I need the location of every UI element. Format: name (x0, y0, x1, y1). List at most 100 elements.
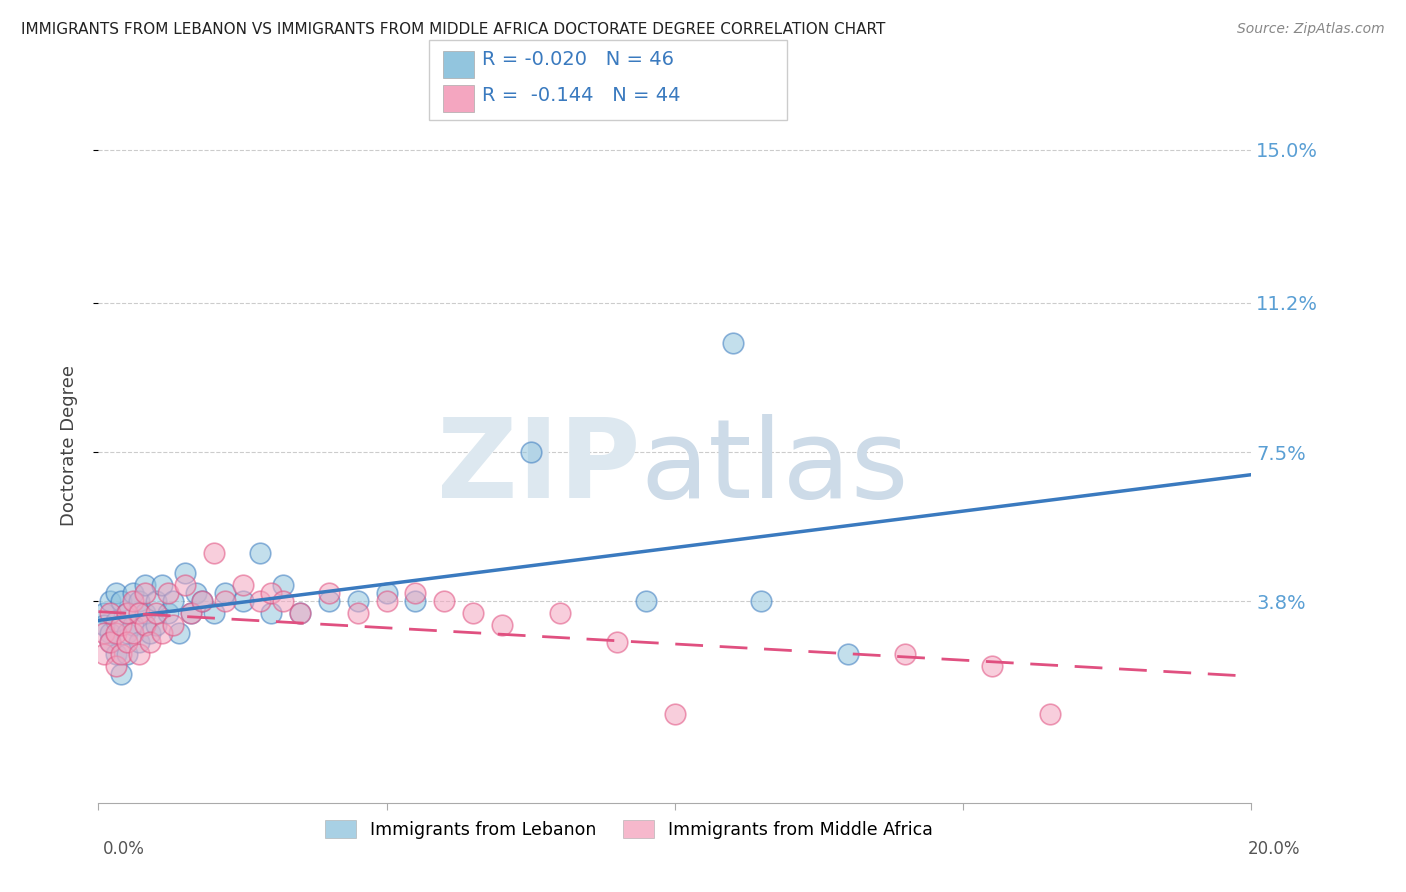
Point (134, 578, 156, 592)
Point (134, 618, 156, 632)
Point (894, 647, 917, 661)
Point (318, 586, 340, 600)
Point (128, 647, 150, 661)
Point (156, 586, 179, 600)
Text: 20.0%: 20.0% (1249, 840, 1301, 858)
Point (375, 594, 398, 608)
Point (150, 578, 173, 592)
Point (98, 607, 121, 621)
Point (93, 626, 115, 640)
Point (122, 626, 145, 640)
Point (150, 626, 173, 640)
Point (145, 594, 167, 608)
Point (162, 594, 184, 608)
Point (145, 607, 167, 621)
Point (104, 615, 127, 629)
Point (174, 566, 197, 580)
Point (271, 594, 294, 608)
Point (375, 586, 398, 600)
Point (290, 607, 312, 621)
Point (346, 607, 368, 621)
Point (837, 647, 859, 661)
Point (1039, 707, 1062, 722)
Point (191, 594, 214, 608)
Text: IMMIGRANTS FROM LEBANON VS IMMIGRANTS FROM MIDDLE AFRICA DOCTORATE DEGREE CORREL: IMMIGRANTS FROM LEBANON VS IMMIGRANTS FR… (21, 22, 886, 37)
Point (318, 594, 340, 608)
Text: ZIP: ZIP (437, 414, 640, 521)
Legend: Immigrants from Lebanon, Immigrants from Middle Africa: Immigrants from Lebanon, Immigrants from… (316, 812, 941, 847)
Point (405, 586, 427, 600)
Point (122, 618, 145, 632)
Point (606, 634, 628, 648)
Point (128, 634, 150, 648)
Point (98, 634, 121, 648)
Point (93, 618, 115, 632)
Point (156, 607, 179, 621)
Point (214, 586, 236, 600)
Point (117, 634, 139, 648)
Point (231, 578, 254, 592)
Text: R = -0.020   N = 46: R = -0.020 N = 46 (482, 50, 675, 70)
Point (346, 594, 368, 608)
Text: 0.0%: 0.0% (103, 840, 145, 858)
Point (981, 658, 1004, 673)
Point (721, 336, 744, 351)
Text: atlas: atlas (640, 414, 908, 521)
Text: Source: ZipAtlas.com: Source: ZipAtlas.com (1237, 22, 1385, 37)
Point (128, 607, 150, 621)
Point (98, 634, 121, 648)
Point (117, 647, 139, 661)
Point (751, 594, 773, 608)
Point (104, 626, 127, 640)
Y-axis label: Doctorate Degree: Doctorate Degree (59, 366, 77, 526)
Point (191, 594, 214, 608)
Point (139, 634, 162, 648)
Point (260, 586, 283, 600)
Point (186, 586, 208, 600)
Point (134, 586, 156, 600)
Point (110, 594, 132, 608)
Point (249, 594, 271, 608)
Point (202, 546, 225, 560)
Point (104, 658, 127, 673)
Point (461, 607, 484, 621)
Point (122, 594, 145, 608)
Point (128, 594, 150, 608)
Point (162, 618, 184, 632)
Point (231, 594, 254, 608)
Point (180, 607, 202, 621)
Point (104, 586, 127, 600)
Point (139, 626, 162, 640)
Point (110, 647, 132, 661)
Point (664, 707, 686, 722)
Point (520, 445, 543, 459)
Point (104, 647, 127, 661)
Point (405, 594, 427, 608)
Point (548, 607, 571, 621)
Point (145, 618, 167, 632)
Point (202, 607, 225, 621)
Point (174, 578, 197, 592)
Point (491, 618, 513, 632)
Point (122, 586, 145, 600)
Point (110, 618, 132, 632)
Point (180, 607, 202, 621)
Point (271, 578, 294, 592)
Point (249, 546, 271, 560)
Text: R =  -0.144   N = 44: R = -0.144 N = 44 (482, 86, 681, 105)
Point (117, 607, 139, 621)
Point (98, 594, 121, 608)
Point (117, 607, 139, 621)
Point (134, 607, 156, 621)
Point (214, 594, 236, 608)
Point (93, 647, 115, 661)
Point (98, 626, 121, 640)
Point (167, 626, 190, 640)
Point (117, 626, 139, 640)
Point (636, 594, 658, 608)
Point (110, 666, 132, 681)
Point (290, 607, 312, 621)
Point (93, 607, 115, 621)
Point (433, 594, 456, 608)
Point (260, 607, 283, 621)
